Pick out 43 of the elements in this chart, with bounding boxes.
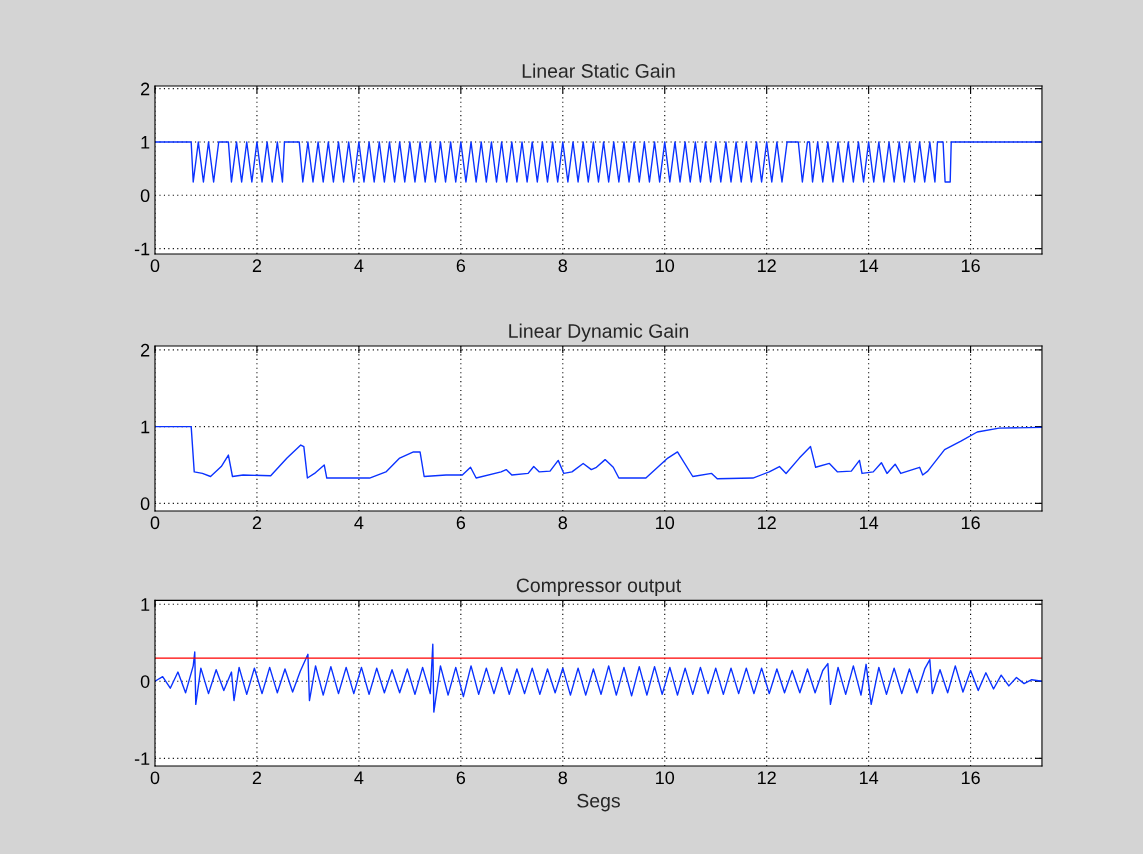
x-tick-label: 0 — [150, 771, 160, 785]
x-tick-label: 12 — [758, 771, 776, 784]
chart-title: Compressor output — [516, 578, 682, 597]
x-tick-label: 12 — [758, 259, 776, 272]
x-tick-label: 4 — [354, 259, 364, 272]
chart-title: Linear Static Gain — [522, 63, 675, 78]
x-tick-label: 2 — [252, 516, 262, 529]
x-tick-label: 10 — [656, 259, 675, 273]
x-tick-label: 10 — [656, 771, 675, 785]
chart-title: Linear Dynamic Gain — [509, 323, 688, 342]
x-tick-label: 16 — [961, 516, 980, 530]
x-tick-label: 2 — [252, 259, 262, 272]
y-tick-label: 0 — [140, 497, 150, 511]
x-tick-label: 8 — [558, 516, 568, 530]
x-tick-label: 2 — [252, 771, 262, 784]
x-tick-label: 4 — [354, 516, 364, 529]
y-tick-label: 2 — [141, 82, 150, 96]
y-tick-label: -1 — [134, 752, 150, 765]
x-tick-label: 16 — [961, 771, 980, 785]
x-tick-label: 8 — [558, 259, 568, 273]
x-tick-label: 14 — [859, 516, 879, 529]
line-series — [154, 643, 1042, 713]
x-tick-label: 14 — [859, 771, 879, 784]
y-tick-label: -1 — [134, 242, 150, 256]
x-tick-label: 0 — [150, 259, 160, 273]
x-tick-label: 6 — [456, 516, 466, 530]
line-series — [154, 425, 1042, 480]
x-tick-label: 14 — [859, 259, 879, 272]
y-tick-label: 0 — [140, 189, 150, 203]
y-tick-label: 1 — [141, 420, 150, 434]
y-tick-label: 1 — [141, 598, 150, 611]
x-tick-label: 0 — [150, 516, 160, 530]
x-tick-label: 8 — [558, 771, 568, 785]
x-tick-label: 16 — [961, 259, 980, 273]
x-axis-title: Segs — [577, 793, 620, 812]
x-tick-label: 4 — [354, 771, 364, 784]
x-tick-label: 6 — [456, 771, 466, 785]
y-tick-label: 1 — [141, 136, 150, 149]
y-tick-label: 2 — [141, 343, 150, 357]
y-tick-label: 0 — [140, 675, 150, 688]
x-tick-label: 10 — [656, 516, 675, 530]
x-tick-label: 12 — [758, 516, 776, 529]
x-tick-label: 6 — [456, 259, 466, 273]
